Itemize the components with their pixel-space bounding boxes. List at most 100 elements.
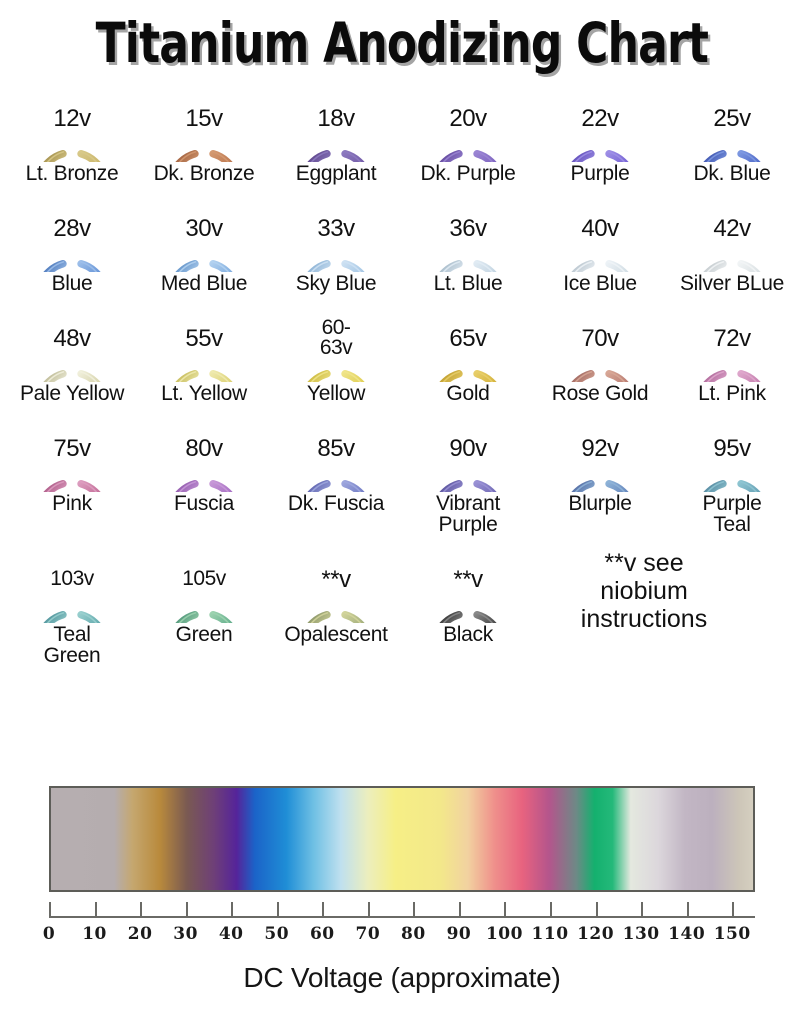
ring-container: 20v	[420, 74, 516, 162]
axis-tick	[732, 902, 735, 918]
voltage-label: 70v	[581, 324, 619, 352]
ring-container: 18v	[288, 74, 384, 162]
color-name-label: Teal Green	[43, 623, 101, 667]
color-name-label: Purple	[570, 162, 630, 185]
axis-tick-label: 150	[713, 924, 751, 944]
ring-container: 55v	[156, 294, 252, 382]
ring-cell-med-blue: 30v Med Blue	[138, 184, 270, 294]
ring-container: 65v	[420, 294, 516, 382]
voltage-label: 95v	[713, 434, 751, 462]
voltage-label: 15v	[185, 104, 223, 132]
color-name-label: Blurple	[568, 492, 632, 515]
ring-cell-pale-yellow: 48v Pale Yellow	[6, 294, 138, 404]
ring-cell-purple: 22v Purple	[534, 74, 666, 184]
voltage-color-spectrum-bar	[49, 786, 755, 892]
axis-tick	[367, 902, 370, 918]
color-name-label: Lt. Yellow	[161, 382, 247, 405]
voltage-label: 20v	[449, 104, 487, 132]
ring-row: 75v Pink 80v Fuscia 85v Dk. Fuscia 90v Vibrant …	[6, 404, 798, 535]
ring-cell-rose-gold: 70v Rose Gold	[534, 294, 666, 404]
ring-cell-silver-blue: 42v Silver BLue	[666, 184, 798, 294]
axis-tick	[641, 902, 644, 918]
ring-cell-sky-blue: 33v Sky Blue	[270, 184, 402, 294]
axis-tick	[413, 902, 416, 918]
axis-tick-label: 130	[622, 924, 660, 944]
color-name-label: Med Blue	[160, 272, 248, 295]
ring-container: 28v	[24, 184, 120, 272]
ring-container: 40v	[552, 184, 648, 272]
color-name-label: Black	[443, 623, 493, 646]
axis-tick-label: 90	[446, 924, 472, 944]
axis-tick	[94, 902, 97, 918]
color-name-label: Opalescent	[284, 623, 388, 646]
ring-cell-green: 105v Green	[138, 535, 270, 645]
color-name-label: Lt. Blue	[433, 272, 503, 295]
axis-tick	[550, 902, 553, 918]
ring-cell-vibrant-purple: 90v Vibrant Purple	[402, 404, 534, 535]
voltage-label: 42v	[713, 214, 751, 242]
axis-tick	[504, 902, 507, 918]
ring-container: 36v	[420, 184, 516, 272]
ring-cell-gold: 65v Gold	[402, 294, 534, 404]
color-name-label: Lt. Pink	[698, 382, 766, 405]
ring-cell-teal-green: 103v Teal Green	[6, 535, 138, 666]
axis-tick-label: 50	[264, 924, 290, 944]
color-name-label: Silver BLue	[679, 272, 785, 295]
ring-container: 72v	[684, 294, 780, 382]
voltage-label: 80v	[185, 434, 223, 462]
axis-tick	[595, 902, 598, 918]
axis-tick	[185, 902, 188, 918]
axis-tick-label: 20	[127, 924, 153, 944]
voltage-label: 55v	[185, 324, 223, 352]
voltage-label: 92v	[581, 434, 619, 462]
voltage-axis	[49, 902, 755, 924]
ring-cell-dk-blue: 25v Dk. Blue	[666, 74, 798, 184]
axis-tick-label: 120	[577, 924, 615, 944]
axis-tick	[458, 902, 461, 918]
voltage-label: 33v	[317, 214, 355, 242]
ring-container: 30v	[156, 184, 252, 272]
ring-container: 85v	[288, 404, 384, 492]
axis-tick-label: 110	[531, 924, 569, 944]
axis-tick-label: 0	[42, 924, 56, 944]
color-name-label: Sky Blue	[295, 272, 377, 295]
color-name-label: Dk. Fuscia	[287, 492, 385, 515]
voltage-label: 75v	[53, 434, 91, 462]
ring-container: 42v	[684, 184, 780, 272]
ring-container: 25v	[684, 74, 780, 162]
voltage-label: 25v	[713, 104, 751, 132]
ring-cell-dk-fuscia: 85v Dk. Fuscia	[270, 404, 402, 514]
ring-container: **v	[420, 535, 516, 623]
spectrum-section: 0 10 20 30 40 50 60 70 80 90 100 110 120 130 140 150 DC…	[0, 786, 804, 994]
axis-tick-label: 70	[355, 924, 381, 944]
color-name-label: Blue	[51, 272, 93, 295]
voltage-label: 48v	[53, 324, 91, 352]
color-name-label: Ice Blue	[563, 272, 637, 295]
ring-cell-lt-blue: 36v Lt. Blue	[402, 184, 534, 294]
ring-container: 105v	[156, 535, 252, 623]
ring-grid: 12v Lt. Bronze 15v Dk. Bronze 18v Eggplant 20v…	[0, 74, 804, 666]
voltage-label: 12v	[53, 104, 91, 132]
ring-cell-purple-teal: 95v Purple Teal	[666, 404, 798, 535]
color-name-label: Eggplant	[295, 162, 377, 185]
ring-container: 33v	[288, 184, 384, 272]
voltage-label: 103v	[50, 567, 94, 590]
ring-row: 28v Blue 30v Med Blue 33v Sky Blue 36v Lt. Blue…	[6, 184, 798, 294]
color-name-label: Yellow	[306, 382, 366, 405]
axis-tick	[49, 902, 51, 918]
ring-cell-fuscia: 80v Fuscia	[138, 404, 270, 514]
ring-container: 90v	[420, 404, 516, 492]
ring-cell-lt-yellow: 55v Lt. Yellow	[138, 294, 270, 404]
voltage-label: 30v	[185, 214, 223, 242]
color-name-label: Purple Teal	[702, 492, 762, 536]
ring-container: 80v	[156, 404, 252, 492]
ring-cell-opalescent: **v Opalescent	[270, 535, 402, 645]
axis-tick-labels: 0 10 20 30 40 50 60 70 80 90 100 110 120 130 140 150	[43, 924, 755, 952]
ring-cell-black: **v Black	[402, 535, 534, 645]
voltage-label: **v	[453, 565, 483, 593]
voltage-label: 40v	[581, 214, 619, 242]
axis-caption: DC Voltage (approximate)	[243, 962, 561, 993]
color-name-label: Vibrant Purple	[435, 492, 501, 536]
voltage-label: 28v	[53, 214, 91, 242]
